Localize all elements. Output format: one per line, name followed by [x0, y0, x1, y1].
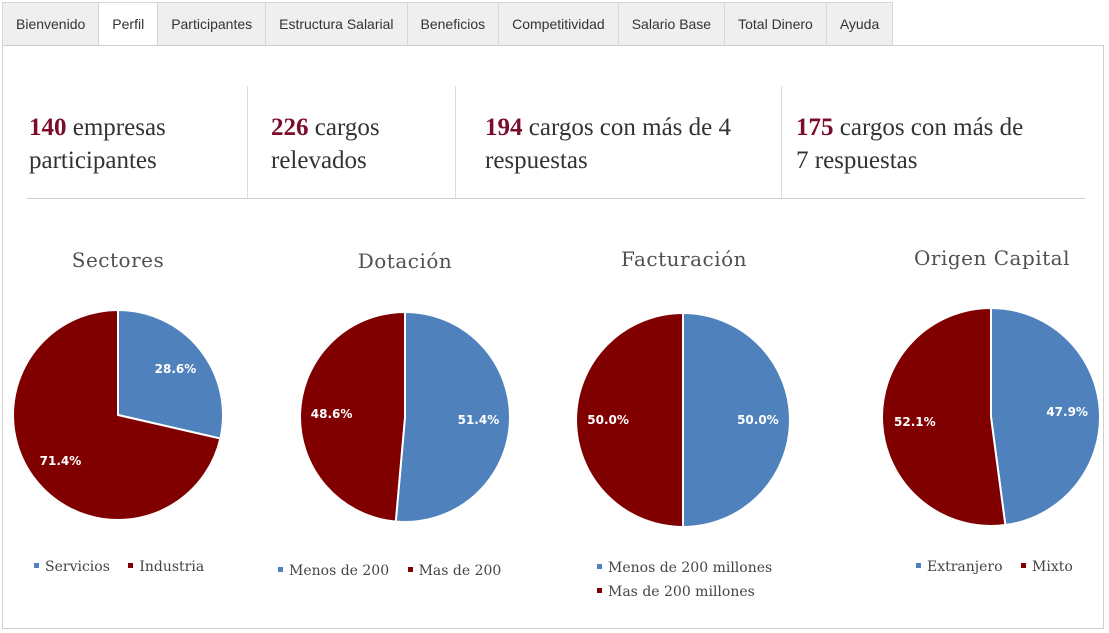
legend-dotacion: Menos de 200 Mas de 200 [278, 559, 515, 583]
chart-title-sectores: Sectores [71, 248, 165, 272]
stat-number: 194 [485, 114, 523, 141]
pie-slice-mixto [881, 306, 1007, 527]
tab-bienvenido[interactable]: Bienvenido [2, 2, 100, 46]
legend-label: Mas de 200 [418, 563, 502, 579]
stat-empresas: 140 empresas participantes [29, 111, 166, 177]
legend-swatch [1021, 562, 1026, 568]
stat-number: 140 [29, 114, 67, 141]
legend-item: Mas de 200 millones [597, 580, 772, 604]
divider [781, 86, 782, 198]
legend-item: Mas de 200 [407, 559, 502, 583]
legend-label: Servicios [45, 559, 110, 575]
stat-number: 175 [796, 114, 834, 141]
tab-salario-base[interactable]: Salario Base [617, 2, 726, 46]
pie-data-label: 52.1% [894, 415, 936, 429]
legend-label: Extranjero [927, 559, 1003, 575]
stat-text: cargos con más de 4 [522, 114, 732, 141]
stats-divider [27, 198, 1085, 199]
legend-label: Mixto [1032, 559, 1073, 575]
pie-data-label: 50.0% [587, 413, 629, 427]
tab-competitividad[interactable]: Competitividad [498, 2, 619, 46]
legend-label: Menos de 200 [289, 563, 390, 579]
stat-number: 226 [271, 114, 309, 141]
stat-text: respuestas [485, 147, 588, 174]
pie-data-label: 71.4% [40, 454, 82, 468]
legend-label: Menos de 200 millones [608, 560, 773, 576]
legend-item: Mixto [1021, 555, 1073, 579]
pie-slice-mas-de-200 [299, 310, 406, 523]
pie-slice-extranjero [990, 306, 1101, 527]
legend-swatch [128, 562, 134, 568]
legend-origen-capital: Extranjero Mixto [916, 555, 1087, 579]
pie-data-label: 48.6% [311, 407, 353, 421]
legend-item: Servicios [34, 555, 110, 579]
stat-cargos-relevados: 226 cargos relevados [271, 111, 380, 177]
pie-data-label: 50.0% [737, 413, 779, 427]
legend-facturacion: Menos de 200 millones Mas de 200 millone… [597, 556, 786, 604]
pie-slice-servicios [117, 308, 224, 440]
tab-participantes[interactable]: Participantes [157, 2, 267, 46]
legend-swatch [34, 562, 39, 568]
stat-text: empresas [66, 114, 166, 141]
legend-item: Extranjero [916, 555, 1003, 579]
pie-slice-industria [12, 308, 222, 521]
stat-cargos-4-respuestas: 194 cargos con más de 4 respuestas [485, 111, 731, 177]
legend-swatch [597, 587, 602, 593]
stat-text: participantes [29, 147, 157, 174]
legend-sectores: Servicios Industria [34, 555, 218, 579]
legend-item: Menos de 200 millones [597, 556, 772, 580]
chart-title-origen-capital: Origen Capital [913, 246, 1070, 270]
pie-slice-mas-de-200-millones [575, 311, 684, 529]
tab-ayuda[interactable]: Ayuda [825, 2, 894, 46]
pie-slice-menos-de-200 [394, 310, 511, 523]
legend-label: Mas de 200 millones [608, 584, 755, 600]
tab-total-dinero[interactable]: Total Dinero [724, 2, 827, 46]
legend-item: Menos de 200 [278, 559, 389, 583]
stat-text: cargos con más de [833, 114, 1024, 141]
legend-swatch [597, 563, 602, 569]
stat-text: cargos [308, 114, 380, 141]
legend-swatch [916, 562, 921, 568]
tab-bar: Bienvenido Perfil Participantes Estructu… [2, 2, 894, 46]
stat-cargos-7-respuestas: 175 cargos con más de 7 respuestas [796, 111, 1023, 177]
legend-swatch [407, 566, 413, 572]
legend-swatch [278, 566, 283, 572]
divider [247, 86, 248, 198]
stat-text: 7 respuestas [796, 147, 918, 174]
chart-title-facturacion: Facturación [620, 247, 748, 271]
pie-slice-menos-de-200-millones [682, 311, 791, 529]
stat-text: relevados [271, 147, 367, 174]
legend-label: Industria [139, 559, 205, 575]
pie-data-label: 47.9% [1046, 405, 1088, 419]
pie-data-label: 51.4% [458, 413, 500, 427]
divider [455, 86, 456, 198]
chart-title-dotacion: Dotación [357, 249, 453, 273]
legend-item: Industria [128, 555, 204, 579]
pie-data-label: 28.6% [155, 362, 197, 376]
tab-beneficios[interactable]: Beneficios [406, 2, 500, 46]
